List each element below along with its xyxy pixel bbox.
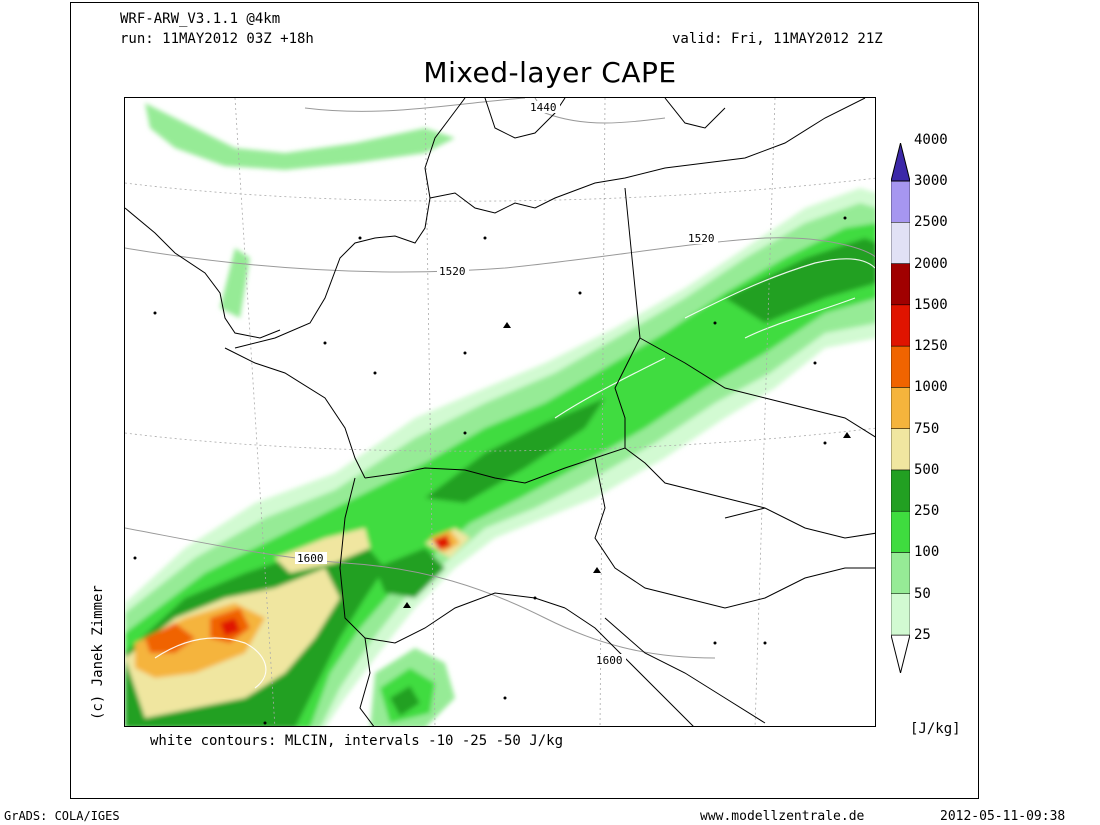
- legend-cell: [891, 143, 910, 182]
- model-label: WRF-ARW_V3.1.1 @4km: [120, 11, 281, 27]
- legend-cell: [891, 510, 910, 553]
- legend-level-label: 1000: [914, 379, 948, 396]
- height-label: 1600: [596, 654, 623, 667]
- height-label: 1520: [688, 232, 715, 245]
- legend-cell: [891, 428, 910, 471]
- legend-cell: [891, 387, 910, 429]
- legend-cell: [891, 304, 910, 347]
- height-contours: [125, 98, 875, 659]
- legend-cell: [891, 469, 910, 512]
- legend-level-label: 25: [914, 627, 931, 643]
- legend-cell: [891, 593, 910, 636]
- legend-level-label: 4000: [914, 131, 948, 148]
- legend-cell: [891, 552, 910, 594]
- height-label: 1600: [297, 552, 324, 565]
- cape-map: 1440 1520 1520 1600 1600: [124, 97, 876, 727]
- run-label: run: 11MAY2012 03Z +18h: [120, 31, 314, 47]
- legend-cell: [891, 222, 910, 264]
- legend-level-label: 50: [914, 585, 931, 602]
- legend-level-label: 100: [914, 544, 940, 561]
- map-canvas: 1440 1520 1520 1600 1600: [125, 98, 875, 726]
- legend-level-label: 750: [914, 420, 940, 437]
- legend-level-label: 250: [914, 503, 940, 520]
- legend-level-label: 2000: [914, 255, 948, 272]
- legend-level-label: 3000: [914, 173, 948, 189]
- color-legend: [891, 143, 910, 673]
- legend-cell: [891, 180, 910, 223]
- coastlines-borders: [125, 98, 875, 726]
- legend-level-label: 2500: [914, 214, 948, 231]
- contour-note: white contours: MLCIN, intervals -10 -25…: [150, 733, 564, 749]
- copyright-label: (c) Janek Zimmer: [90, 585, 106, 720]
- legend-level-label: 500: [914, 461, 940, 478]
- height-label: 1440: [530, 101, 557, 114]
- cape-field: [125, 103, 875, 726]
- legend-level-label: 1500: [914, 296, 948, 313]
- legend-cells: [891, 143, 910, 673]
- legend-cell: [891, 634, 910, 673]
- legend-cell: [891, 345, 910, 388]
- legend-level-label: 1250: [914, 338, 948, 355]
- legend-unit: [J/kg]: [910, 721, 961, 737]
- city-dots: [133, 216, 847, 725]
- height-labels: 1440 1520 1520 1600 1600: [295, 101, 718, 667]
- mountain-markers: [403, 322, 851, 608]
- mlcin-contours: [154, 258, 875, 689]
- footer-left: GrADS: COLA/IGES: [4, 809, 120, 823]
- height-label: 1520: [439, 265, 466, 278]
- legend-cell: [891, 263, 910, 306]
- valid-label: valid: Fri, 11MAY2012 21Z: [672, 31, 883, 47]
- footer-website: www.modellzentrale.de: [700, 809, 865, 824]
- map-title: Mixed-layer CAPE: [423, 56, 677, 89]
- plot-frame: [70, 2, 979, 799]
- footer-timestamp: 2012-05-11-09:38: [940, 809, 1066, 824]
